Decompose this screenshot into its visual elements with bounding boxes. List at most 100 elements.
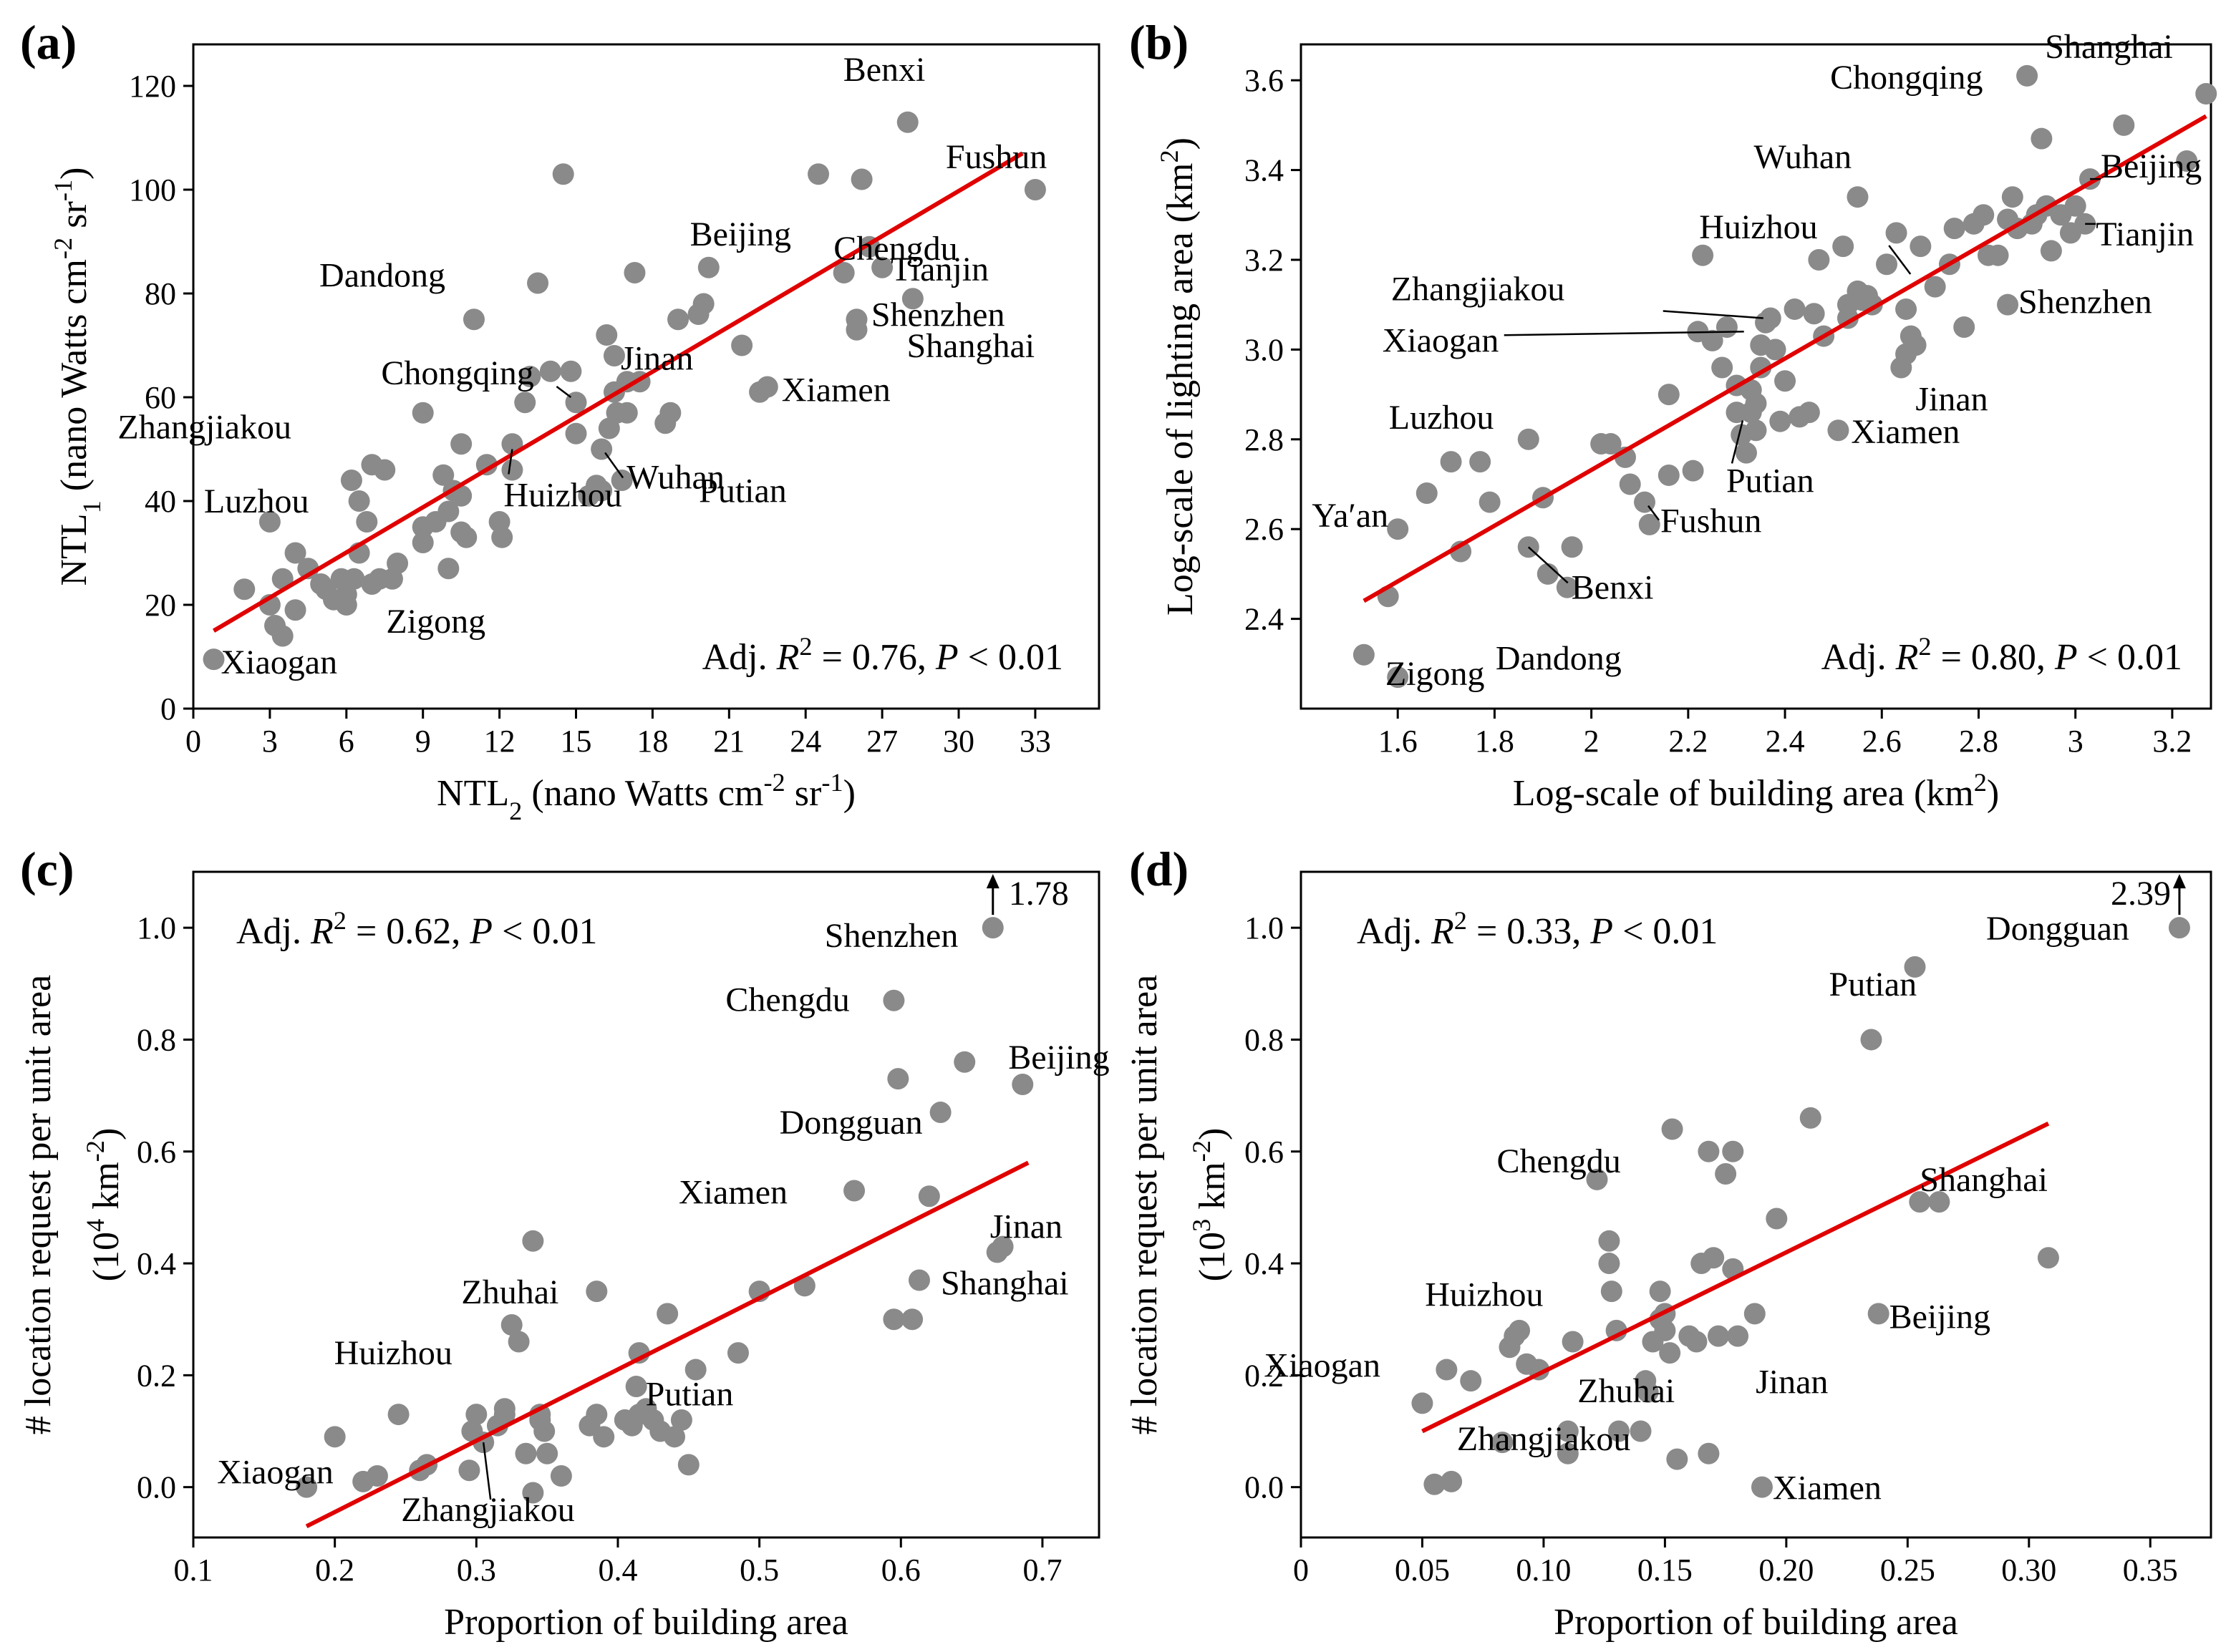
data-point: [1638, 513, 1660, 535]
data-point: [1517, 428, 1539, 450]
y-axis-label: # location request per unit area: [1124, 975, 1165, 1435]
y-tick-label: 3.2: [1244, 243, 1284, 278]
city-label: Luzhou: [204, 482, 309, 520]
data-point: [664, 1426, 686, 1448]
data-point: [657, 1303, 679, 1325]
data-point: [1715, 316, 1738, 339]
data-point: [992, 1235, 1014, 1258]
data-point: [667, 308, 689, 331]
data-point: [1722, 1140, 1744, 1162]
data-point: [1701, 329, 1723, 351]
data-point: [1764, 339, 1786, 361]
city-label: Chengdu: [833, 230, 957, 268]
city-label: Jinan: [621, 339, 693, 377]
city-label: Huizhou: [1699, 208, 1817, 246]
data-point: [1598, 1230, 1620, 1252]
y-tick-label: 20: [145, 588, 176, 623]
offscale-arrow-head: [2172, 874, 2186, 889]
city-label: Jinan: [1756, 1364, 1828, 1401]
data-point: [522, 1482, 544, 1504]
annotation-leader-line: [1527, 546, 1569, 584]
data-point: [343, 568, 365, 590]
data-point: [536, 1442, 558, 1464]
data-point: [1799, 1107, 1821, 1129]
panel-c: 0.1 0.2 0.3 0.4 0.5 0.6 0.7 0.0 0.2 0.4 0.6 0.8 1.0 (…: [18, 842, 1110, 1643]
x-tick-label: 6: [339, 724, 354, 759]
data-point: [519, 366, 541, 387]
data-point: [586, 1404, 608, 1426]
data-point: [1557, 1420, 1579, 1442]
data-point: [603, 345, 625, 366]
x-tick-label: 2.2: [1668, 724, 1708, 759]
x-tick-label: 0.6: [881, 1553, 921, 1588]
city-label: Chengdu: [725, 981, 849, 1019]
x-axis-label: Proportion of building area: [1554, 1602, 1958, 1643]
data-point: [1759, 307, 1781, 329]
city-label: Zhangjiakou: [1391, 270, 1565, 308]
data-point: [659, 402, 682, 424]
data-point: [463, 308, 485, 331]
data-point: [1973, 204, 1995, 226]
city-label: Fushun: [1660, 502, 1761, 540]
data-point: [515, 1442, 537, 1464]
y-tick-label: 3.0: [1244, 332, 1284, 367]
data-point: [348, 490, 370, 512]
regression-line: [305, 1160, 1030, 1529]
data-point: [1987, 244, 2009, 266]
y-tick-label: 3.4: [1244, 153, 1284, 188]
x-axis-label: Proportion of building area: [444, 1602, 848, 1643]
data-point: [296, 1476, 318, 1498]
y-tick-label: 0.0: [1244, 1470, 1284, 1505]
data-point: [1440, 451, 1462, 473]
y-axis-unit-label: (103 km-2): [1187, 1128, 1233, 1282]
x-tick-label: 27: [866, 724, 898, 759]
data-point: [1703, 1247, 1725, 1269]
data-point: [1685, 1331, 1708, 1353]
data-point: [1387, 518, 1409, 540]
data-point: [2064, 195, 2086, 217]
city-label: Beijing: [2101, 147, 2202, 185]
data-point: [901, 288, 924, 310]
y-axis-unit-label: (104 km-2): [81, 1128, 127, 1282]
city-label: Xiaogan: [1383, 321, 1499, 359]
data-point: [2031, 127, 2053, 150]
data-point: [1586, 1168, 1608, 1190]
city-label: Jinan: [1915, 380, 1988, 418]
data-point: [1657, 384, 1680, 406]
data-point: [1885, 222, 1907, 244]
data-point: [1769, 410, 1791, 432]
y-tick-label: 2.8: [1244, 422, 1284, 457]
data-point: [356, 511, 378, 533]
y-tick-label: 3.6: [1244, 63, 1284, 98]
city-label: Putian: [1829, 966, 1917, 1004]
data-point: [458, 1459, 480, 1482]
y-tick-label: 2.4: [1244, 602, 1284, 637]
data-point: [2040, 240, 2062, 262]
data-point: [284, 542, 306, 564]
data-point: [1491, 1432, 1514, 1454]
data-point: [593, 1426, 615, 1448]
x-tick-label: 2.4: [1766, 724, 1805, 759]
data-point: [455, 526, 478, 548]
data-point: [846, 319, 868, 341]
annotation-leader-line: [1663, 310, 1763, 319]
x-tick-label: 3: [2068, 724, 2084, 759]
x-tick-label: 1.6: [1378, 724, 1418, 759]
data-point: [1832, 235, 1854, 258]
city-label: Shanghai: [2045, 28, 2173, 66]
data-point: [493, 1398, 516, 1420]
data-point: [1666, 1448, 1688, 1470]
city-label: Huizhou: [334, 1334, 453, 1372]
data-point: [1784, 298, 1806, 320]
city-label: Xiamen: [679, 1173, 788, 1211]
plot-frame: [1300, 870, 2212, 1539]
data-point: [1847, 186, 1869, 208]
fit-statistics: Adj. R2 = 0.62, P < 0.01: [236, 906, 597, 952]
data-point: [727, 1342, 749, 1364]
data-point: [1803, 303, 1825, 325]
y-tick-label: 60: [145, 380, 176, 415]
y-tick-label: 0.0: [137, 1470, 176, 1505]
data-point: [2195, 82, 2217, 105]
plot-frame: [1300, 43, 2212, 710]
data-point: [908, 1269, 930, 1291]
